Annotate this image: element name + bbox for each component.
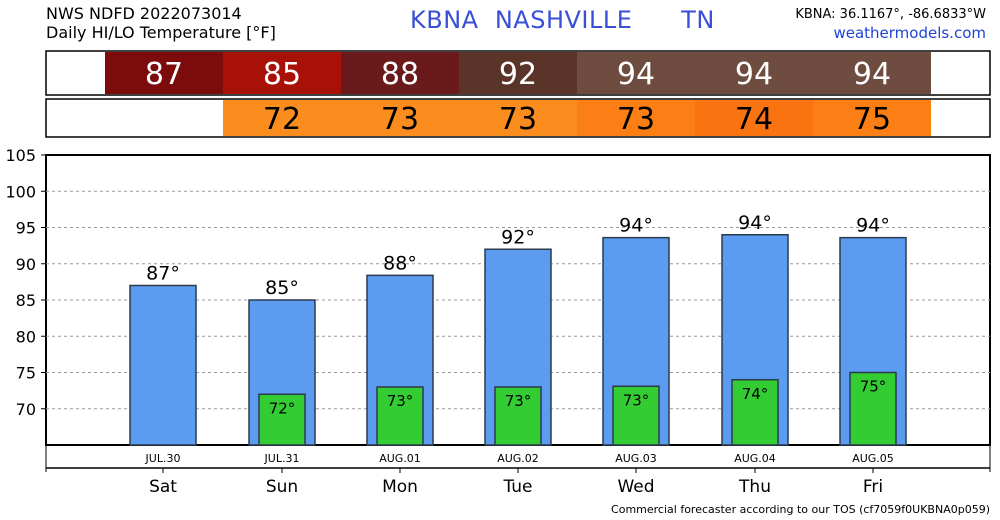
lo-strip-value: 73 — [381, 102, 419, 137]
header-left: NWS NDFD 2022073014 Daily HI/LO Temperat… — [46, 4, 276, 42]
lo-strip-value: 72 — [263, 102, 301, 137]
station-coords: KBNA: 36.1167°, -86.6833°W — [795, 7, 986, 22]
header-right: KBNA: 36.1167°, -86.6833°W weathermodels… — [795, 5, 986, 43]
y-tick-label: 80 — [16, 327, 36, 346]
hi-strip-cell — [105, 52, 223, 94]
lo-strip-value: 73 — [499, 102, 537, 137]
hi-bar-label: 94° — [738, 212, 772, 234]
x-day-label: Thu — [738, 477, 771, 497]
x-date-label: AUG.01 — [379, 452, 421, 465]
x-date-label: AUG.05 — [852, 452, 894, 465]
hi-strip-cell — [223, 52, 341, 94]
x-date-label: AUG.02 — [497, 452, 539, 465]
hi-strip-value: 88 — [381, 57, 419, 92]
hi-strip-value: 92 — [499, 57, 537, 92]
hi-bar-label: 94° — [856, 215, 890, 237]
x-day-label: Fri — [863, 477, 883, 497]
lo-bar-label: 73° — [505, 392, 532, 410]
lo-strip-cell — [695, 100, 813, 136]
y-tick-label: 75 — [16, 364, 36, 383]
lo-bar-label: 73° — [623, 391, 650, 409]
x-day-label: Tue — [502, 477, 532, 497]
lo-bar-label: 75° — [860, 378, 887, 396]
model-run-label: NWS NDFD 2022073014 — [46, 4, 242, 23]
x-date-label: JUL.31 — [264, 452, 300, 465]
y-tick-label: 100 — [5, 182, 36, 201]
hi-bar-label: 94° — [619, 215, 653, 237]
hi-bar — [129, 284, 197, 446]
hi-strip-value: 94 — [735, 57, 773, 92]
lo-strip-cell — [813, 100, 931, 136]
footer-note: Commercial forecaster according to our T… — [611, 503, 990, 516]
y-tick-label: 105 — [5, 146, 36, 165]
lo-bar — [849, 371, 897, 446]
lo-strip-value: 74 — [735, 102, 773, 137]
y-tick-label: 70 — [16, 400, 36, 419]
hi-strip-cell — [695, 52, 813, 94]
lo-bar — [612, 385, 660, 446]
hi-bar-label: 87° — [146, 263, 180, 285]
lo-bar — [376, 386, 424, 446]
y-tick-label: 85 — [16, 291, 36, 310]
hi-strip-value: 85 — [263, 57, 301, 92]
hi-bar-label: 88° — [383, 252, 417, 274]
x-day-label: Sat — [149, 477, 177, 497]
site-link[interactable]: weathermodels.com — [833, 24, 986, 42]
lo-bar-label: 72° — [269, 399, 296, 417]
station-title: KBNA NASHVILLE TN — [410, 6, 715, 34]
hi-strip-value: 94 — [853, 57, 891, 92]
lo-bar — [258, 393, 306, 446]
lo-bar — [731, 379, 779, 446]
y-tick-label: 95 — [16, 219, 36, 238]
x-day-label: Sun — [266, 477, 298, 497]
lo-strip-cell — [223, 100, 341, 136]
hi-strip-cell — [577, 52, 695, 94]
y-tick-label: 90 — [16, 255, 36, 274]
x-date-label: AUG.04 — [734, 452, 776, 465]
hi-strip-value: 87 — [145, 57, 183, 92]
lo-bar — [494, 386, 542, 446]
lo-strip-value: 73 — [617, 102, 655, 137]
lo-strip-cell — [341, 100, 459, 136]
product-label: Daily HI/LO Temperature [°F] — [46, 23, 276, 42]
hi-bar-label: 85° — [265, 277, 299, 299]
x-date-label: JUL.30 — [145, 452, 181, 465]
lo-strip-cell — [577, 100, 695, 136]
lo-bar-label: 74° — [742, 385, 769, 403]
hi-strip-cell — [459, 52, 577, 94]
lo-strip-value: 75 — [853, 102, 891, 137]
lo-bar-label: 73° — [387, 392, 414, 410]
x-date-label: AUG.03 — [615, 452, 657, 465]
hi-strip-cell — [813, 52, 931, 94]
hi-strip-cell — [341, 52, 459, 94]
x-day-label: Mon — [382, 477, 418, 497]
x-day-label: Wed — [617, 477, 654, 497]
hi-strip-value: 94 — [617, 57, 655, 92]
lo-strip-cell — [459, 100, 577, 136]
hi-bar-label: 92° — [501, 226, 535, 248]
